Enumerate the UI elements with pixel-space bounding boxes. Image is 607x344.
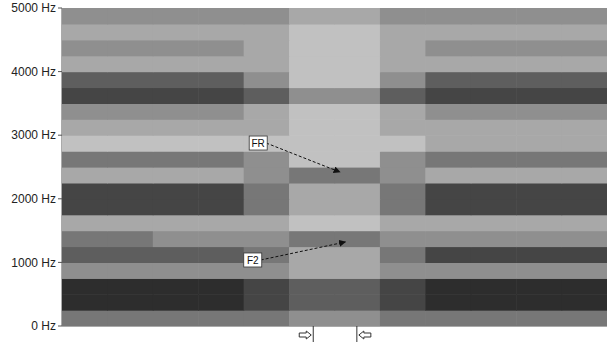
svg-text:FR: FR [252, 138, 265, 149]
svg-text:1000 Hz: 1000 Hz [11, 256, 56, 270]
svg-text:F2: F2 [247, 255, 259, 266]
svg-text:2000 Hz: 2000 Hz [11, 192, 56, 206]
svg-text:5000 Hz: 5000 Hz [11, 1, 56, 15]
svg-text:3000 Hz: 3000 Hz [11, 128, 56, 142]
svg-text:0 Hz: 0 Hz [31, 319, 56, 333]
svg-text:4000 Hz: 4000 Hz [11, 65, 56, 79]
